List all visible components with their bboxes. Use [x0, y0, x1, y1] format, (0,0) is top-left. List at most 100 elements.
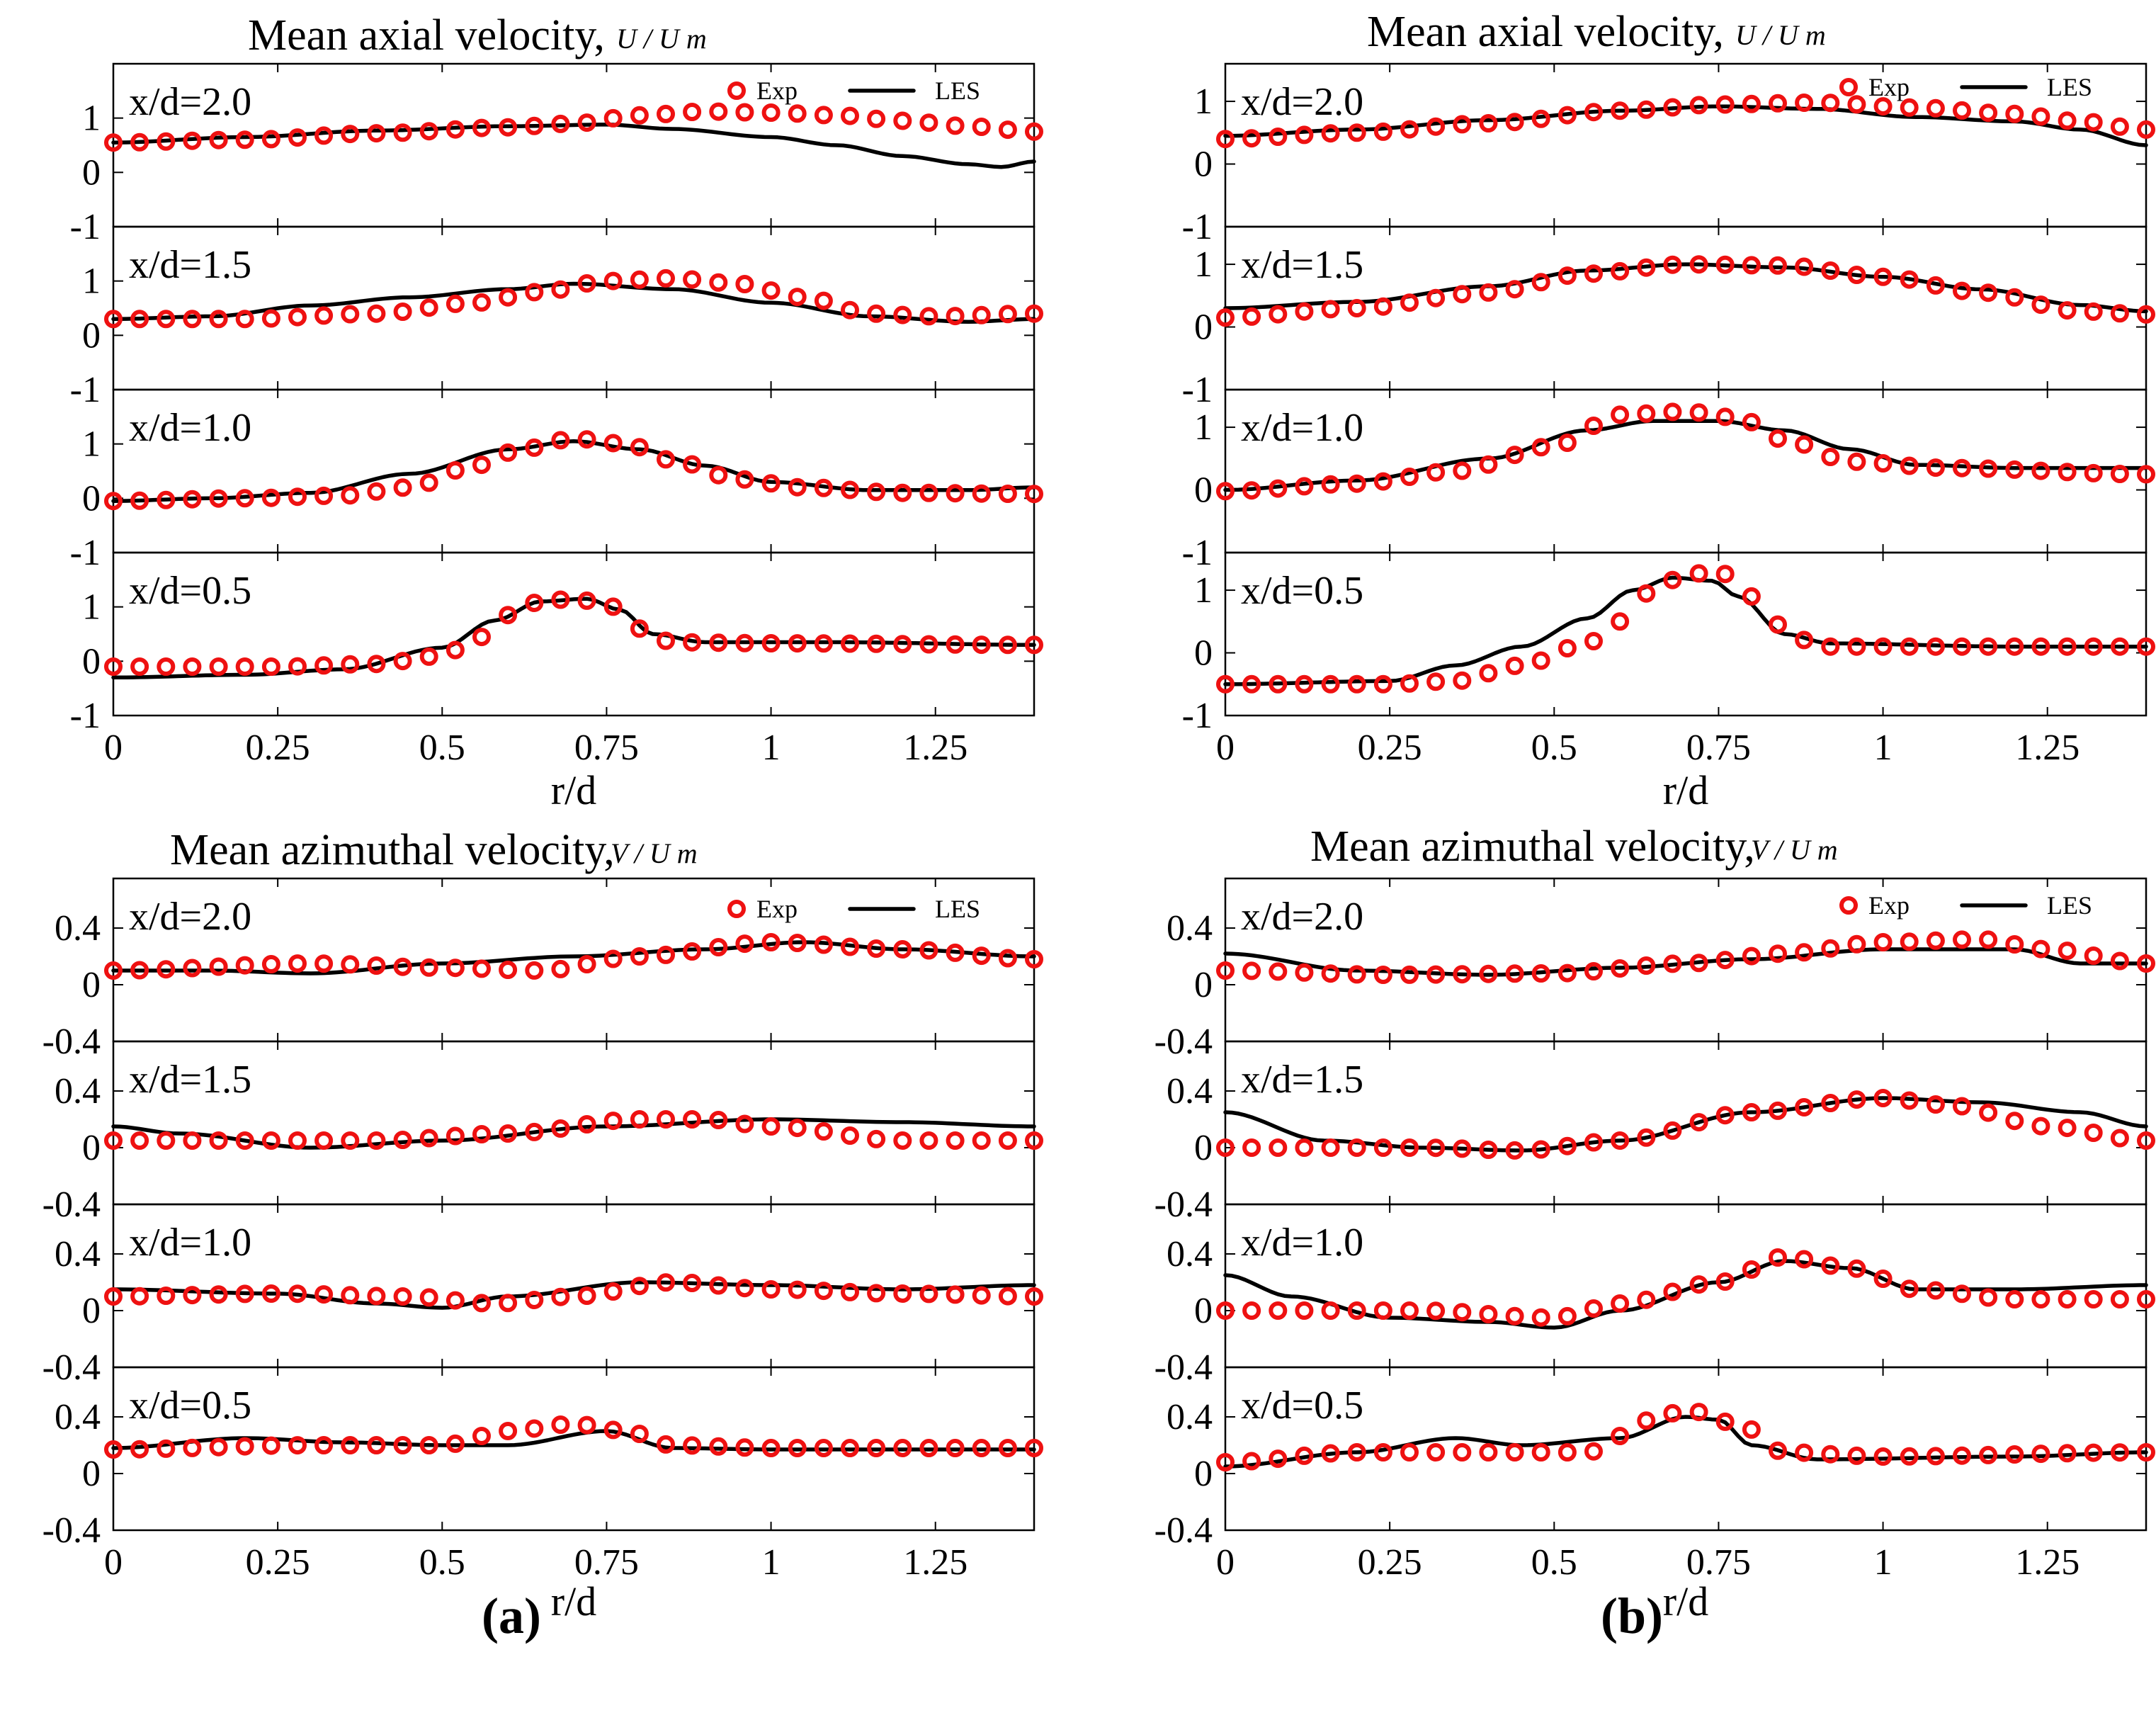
exp-point — [735, 275, 754, 293]
exp-point — [1715, 1412, 1735, 1431]
exp-point — [893, 635, 912, 654]
exp-point — [1453, 285, 1472, 304]
exp-point — [1373, 122, 1392, 141]
exp-point — [1269, 479, 1288, 498]
exp-point — [841, 106, 859, 125]
exp-point — [1742, 1420, 1761, 1439]
exp-point — [1025, 635, 1043, 655]
exp-point — [998, 635, 1017, 655]
y-tick-label: 1 — [1194, 407, 1213, 448]
exp-point — [341, 955, 360, 974]
exp-point — [314, 1131, 334, 1150]
exp-point — [1873, 454, 1893, 473]
panel-label: x/d=2.0 — [129, 80, 251, 124]
exp-point — [209, 310, 228, 329]
exp-point — [1242, 307, 1261, 326]
exp-point — [867, 1284, 886, 1303]
exp-point — [683, 942, 702, 961]
legend: Exp LES — [1839, 891, 2092, 920]
exp-point — [1216, 308, 1235, 327]
exp-point — [1953, 458, 1971, 477]
exp-point — [235, 657, 254, 676]
exp-point — [1269, 1449, 1288, 1469]
exp-point — [130, 657, 149, 676]
exp-point — [919, 1131, 938, 1150]
exp-point — [2058, 111, 2077, 130]
exp-point — [551, 1119, 570, 1138]
panel-label: x/d=0.5 — [129, 1384, 251, 1427]
exp-point — [1663, 570, 1682, 589]
exp-point — [1505, 1443, 1524, 1462]
exp-point — [393, 652, 412, 671]
exp-point — [946, 1131, 965, 1150]
exp-point — [657, 450, 675, 469]
exp-point — [209, 657, 228, 676]
exp-point — [367, 1131, 386, 1150]
exp-point — [1347, 1443, 1366, 1462]
exp-point — [1821, 94, 1840, 113]
y-tick-label: -0.4 — [1154, 1347, 1213, 1388]
exp-point — [1663, 98, 1682, 117]
exp-point — [1531, 651, 1550, 670]
exp-point — [577, 955, 596, 973]
exp-point — [2110, 1443, 2129, 1462]
exp-point — [551, 280, 570, 299]
exp-point — [2058, 1119, 2077, 1138]
exp-point — [1953, 281, 1971, 300]
exp-point — [209, 1437, 228, 1457]
exp-point — [499, 288, 518, 307]
exp-point — [1505, 1141, 1524, 1160]
panel-label: x/d=1.5 — [129, 243, 251, 287]
exp-point — [603, 108, 623, 128]
exp-point — [2031, 107, 2050, 126]
exp-point — [1689, 96, 1708, 115]
exp-point — [630, 438, 649, 457]
exp-point — [577, 1115, 596, 1133]
y-tick-label: -1 — [1182, 370, 1213, 410]
panel-label: x/d=0.5 — [129, 569, 251, 613]
exp-point — [657, 1273, 675, 1292]
caption-a: (a) — [482, 1588, 541, 1644]
chart-title: Mean axial velocity, — [248, 11, 605, 60]
exp-point — [1347, 674, 1366, 694]
exp-point — [1479, 1141, 1498, 1159]
y-tick-label: 0 — [1194, 1454, 1213, 1494]
legend: Exp LES — [727, 895, 980, 923]
y-tick-label: 0 — [82, 965, 101, 1005]
exp-point — [419, 1436, 438, 1454]
exp-point — [104, 1287, 123, 1306]
exp-point — [1373, 1138, 1392, 1157]
exp-point — [209, 130, 228, 149]
exp-point — [1611, 1427, 1630, 1445]
exp-point — [972, 1439, 991, 1457]
y-tick-label: 1 — [1194, 244, 1213, 285]
exp-point — [788, 1280, 807, 1299]
exp-point — [1216, 130, 1235, 149]
chart-title: Mean azimuthal velocity, — [1310, 822, 1755, 871]
exp-point — [1821, 637, 1840, 656]
exp-point — [998, 1131, 1017, 1150]
exp-point — [1926, 637, 1945, 656]
exp-point — [2084, 1124, 2103, 1142]
exp-point — [1821, 1256, 1840, 1275]
exp-point — [472, 118, 491, 137]
exp-point — [1821, 1445, 1840, 1464]
y-tick-label: 1 — [82, 98, 101, 139]
exp-point — [1347, 965, 1366, 984]
exp-point — [1400, 1138, 1419, 1157]
exp-point — [1479, 455, 1498, 474]
exp-point — [1216, 1301, 1235, 1320]
exp-point — [2005, 288, 2024, 307]
exp-point — [367, 304, 386, 323]
exp-point — [288, 1436, 307, 1455]
exp-point — [603, 271, 623, 290]
exp-point — [1373, 1301, 1392, 1320]
exp-point — [1321, 124, 1340, 143]
exp-point — [1426, 117, 1446, 136]
panel-label: x/d=1.5 — [129, 1058, 251, 1102]
exp-point — [183, 310, 202, 329]
exp-point — [499, 443, 518, 462]
exp-point — [2137, 1131, 2155, 1150]
exp-point — [657, 104, 675, 123]
exp-point — [1453, 671, 1472, 690]
